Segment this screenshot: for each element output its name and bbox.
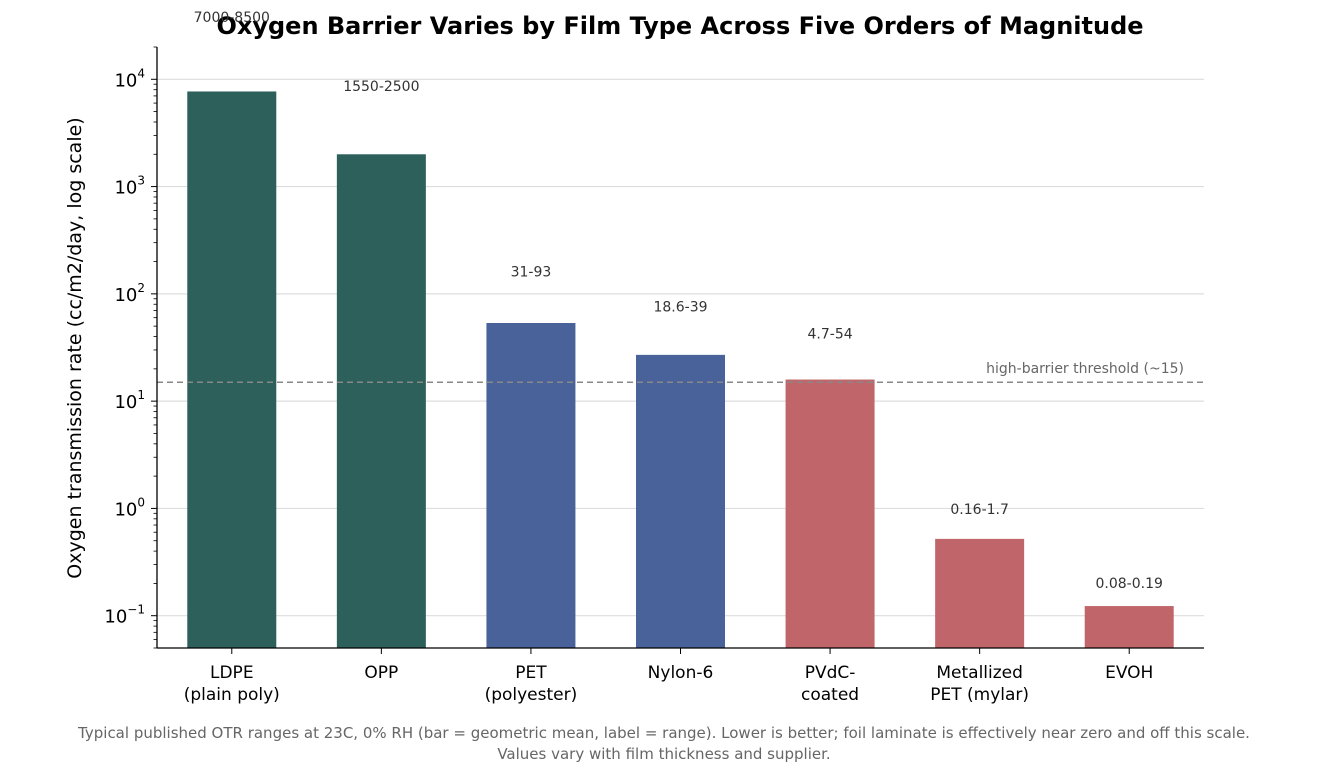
bar — [486, 323, 576, 648]
x-tick-label: PET — [515, 663, 547, 683]
data-labels: 7000-8500 1550-2500 31-93 18.6-39 4.7-54 0.16… — [194, 10, 1163, 592]
y-tick-label: 102 — [114, 281, 145, 306]
y-axis-label: Oxygen transmission rate (cc/m2/day, log… — [64, 117, 86, 578]
x-tick-label: Nylon-6 — [648, 663, 714, 683]
x-tick-label: PET (mylar) — [930, 685, 1029, 705]
x-tick-label: (polyester) — [485, 685, 578, 705]
x-tick-label: (plain poly) — [184, 685, 280, 705]
range-label: 7000-8500 — [194, 10, 270, 26]
bar — [785, 379, 875, 648]
bar — [636, 354, 725, 648]
y-tick-label: 100 — [114, 495, 145, 520]
x-tick-label: coated — [801, 685, 859, 705]
x-tick-label: OPP — [364, 663, 398, 683]
caption-line-1: Typical published OTR ranges at 23C, 0% … — [78, 724, 1250, 742]
bar — [1084, 606, 1174, 648]
bars — [187, 91, 1174, 648]
y-tick-label: 10−1 — [104, 603, 145, 628]
x-tick-label: PVdC- — [805, 663, 856, 683]
x-tick-label: Metallized — [936, 663, 1023, 683]
x-tick-label: LDPE — [210, 663, 254, 683]
y-tick-label: 104 — [114, 66, 145, 91]
range-label: 18.6-39 — [653, 300, 707, 316]
chart-title: Oxygen Barrier Varies by Film Type Acros… — [216, 12, 1143, 40]
range-label: 4.7-54 — [808, 327, 853, 343]
range-label: 0.16-1.7 — [950, 502, 1009, 518]
threshold-group: high-barrier threshold (~15) — [157, 361, 1204, 384]
range-label: 31-93 — [511, 265, 552, 281]
x-tick-label: EVOH — [1105, 663, 1153, 683]
caption-line-2: Values vary with film thickness and supp… — [497, 745, 831, 763]
range-label: 0.08-0.19 — [1096, 576, 1163, 592]
axes: 10−1 100 101 102 103 104 LDPE(plain poly) OPP PE… — [104, 46, 1204, 705]
y-tick-label: 101 — [114, 388, 145, 413]
bar — [336, 154, 426, 648]
bar — [187, 91, 277, 648]
range-label: 1550-2500 — [343, 79, 419, 95]
y-tick-label: 103 — [114, 174, 145, 199]
threshold-label: high-barrier threshold (~15) — [986, 361, 1184, 377]
bar — [935, 538, 1025, 648]
